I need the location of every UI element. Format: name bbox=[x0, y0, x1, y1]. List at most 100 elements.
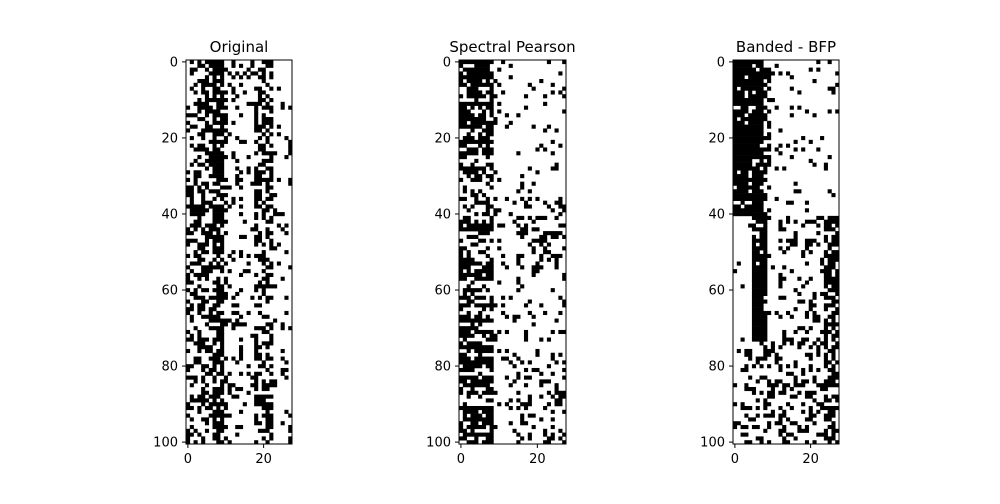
heatmap-cell bbox=[474, 356, 494, 361]
heatmap-cell bbox=[831, 284, 840, 289]
heatmap-panel-3: Banded - BFP 0 20 40 60 80 100 0 20 bbox=[700, 38, 840, 467]
heatmap-cell bbox=[808, 326, 813, 331]
heatmap-cell bbox=[212, 147, 221, 152]
heatmap-cell bbox=[276, 242, 281, 247]
heatmap-cell bbox=[288, 265, 293, 270]
heatmap-cell bbox=[231, 322, 247, 327]
heatmap-cell bbox=[197, 329, 202, 335]
heatmap-cell bbox=[474, 276, 494, 281]
heatmap-cell bbox=[189, 67, 198, 72]
heatmap-cell bbox=[831, 421, 836, 426]
heatmap-cell bbox=[269, 170, 274, 175]
heatmap-cell bbox=[235, 432, 240, 437]
heatmap-cell bbox=[459, 227, 494, 232]
heatmap-cell bbox=[489, 238, 494, 243]
heatmap-cell bbox=[516, 189, 521, 194]
heatmap-cell bbox=[751, 288, 768, 293]
heatmap-cell bbox=[257, 280, 263, 285]
heatmap-cell bbox=[254, 212, 259, 217]
heatmap-cell bbox=[751, 200, 764, 205]
heatmap-cell bbox=[216, 428, 225, 433]
heatmap-cell bbox=[197, 143, 206, 148]
heatmap-cell bbox=[508, 295, 513, 300]
heatmap-cell bbox=[235, 136, 240, 141]
heatmap-cell bbox=[751, 314, 768, 319]
heatmap-cell bbox=[485, 272, 494, 278]
heatmap-cell bbox=[459, 139, 494, 144]
heatmap-cell bbox=[797, 428, 810, 433]
heatmap-cell bbox=[751, 250, 760, 255]
heatmap-cell bbox=[520, 417, 525, 422]
heatmap-cell bbox=[186, 204, 206, 209]
heatmap-cell bbox=[546, 60, 552, 65]
heatmap-cell bbox=[535, 261, 540, 266]
heatmap-cell bbox=[744, 204, 764, 209]
heatmap-cell bbox=[459, 314, 471, 319]
heatmap-cell bbox=[257, 364, 266, 369]
heatmap-cell bbox=[823, 166, 828, 171]
heatmap-cell bbox=[466, 234, 479, 239]
heatmap-cell bbox=[189, 394, 194, 399]
heatmap-cell bbox=[186, 120, 191, 125]
heatmap-cell bbox=[733, 82, 768, 87]
heatmap-cell bbox=[827, 314, 836, 319]
heatmap-cell bbox=[466, 440, 479, 445]
heatmap-cell bbox=[835, 223, 840, 228]
heatmap-cell bbox=[466, 79, 483, 84]
heatmap-cell bbox=[733, 132, 764, 137]
y-tick-label: 80 bbox=[161, 360, 178, 375]
heatmap-cell bbox=[227, 82, 232, 87]
heatmap-cell bbox=[269, 364, 274, 369]
x-tick-label: 0 bbox=[457, 452, 465, 467]
heatmap-cell bbox=[208, 261, 213, 266]
heatmap-cell bbox=[523, 333, 529, 338]
heatmap-cell bbox=[269, 337, 274, 342]
heatmap-cell bbox=[220, 94, 225, 99]
heatmap-cell bbox=[186, 364, 194, 369]
heatmap-cell bbox=[478, 250, 487, 255]
heatmap-cell bbox=[212, 280, 221, 285]
chart-title: Banded - BFP bbox=[736, 38, 836, 56]
heatmap-cell bbox=[223, 276, 228, 281]
heatmap-cell bbox=[269, 109, 274, 114]
heatmap-cells bbox=[459, 60, 567, 445]
heatmap-cell bbox=[740, 117, 768, 122]
heatmap-cell bbox=[823, 280, 840, 285]
heatmap-cell bbox=[759, 390, 764, 395]
heatmap-cell bbox=[816, 348, 821, 354]
heatmap-cell bbox=[474, 196, 479, 201]
heatmap-cell bbox=[751, 109, 764, 114]
heatmap-cell bbox=[778, 345, 783, 350]
heatmap-cell bbox=[554, 162, 559, 167]
heatmap-cell bbox=[759, 440, 764, 445]
heatmap-cell bbox=[554, 200, 563, 205]
heatmap-cell bbox=[204, 322, 210, 327]
heatmap-cell bbox=[220, 117, 228, 122]
heatmap-cell bbox=[201, 375, 206, 380]
heatmap-cell bbox=[208, 318, 232, 323]
heatmap-cell bbox=[212, 90, 228, 95]
heatmap-cell bbox=[733, 90, 745, 95]
heatmap-cell bbox=[197, 105, 213, 110]
heatmap-cell bbox=[186, 440, 191, 445]
heatmap-cell bbox=[481, 147, 494, 152]
heatmap-cell bbox=[459, 177, 464, 182]
heatmap-cell bbox=[462, 204, 467, 209]
heatmap-cell bbox=[812, 341, 817, 346]
heatmap-cell bbox=[212, 246, 225, 251]
heatmap-cell bbox=[193, 227, 198, 232]
heatmap-cell bbox=[786, 417, 791, 422]
heatmap-cell bbox=[516, 371, 521, 376]
heatmap-cell bbox=[793, 231, 798, 236]
heatmap-cell bbox=[558, 436, 563, 441]
heatmap-cell bbox=[520, 436, 525, 441]
heatmap-cell bbox=[470, 120, 498, 125]
heatmap-cell bbox=[193, 428, 198, 433]
heatmap-cell bbox=[823, 307, 828, 312]
heatmap-cell bbox=[462, 291, 467, 297]
heatmap-cell bbox=[820, 136, 825, 141]
heatmap-cell bbox=[273, 212, 285, 217]
heatmap-cell bbox=[265, 367, 270, 373]
heatmap-cell bbox=[201, 390, 210, 395]
heatmap-cell bbox=[273, 208, 278, 213]
